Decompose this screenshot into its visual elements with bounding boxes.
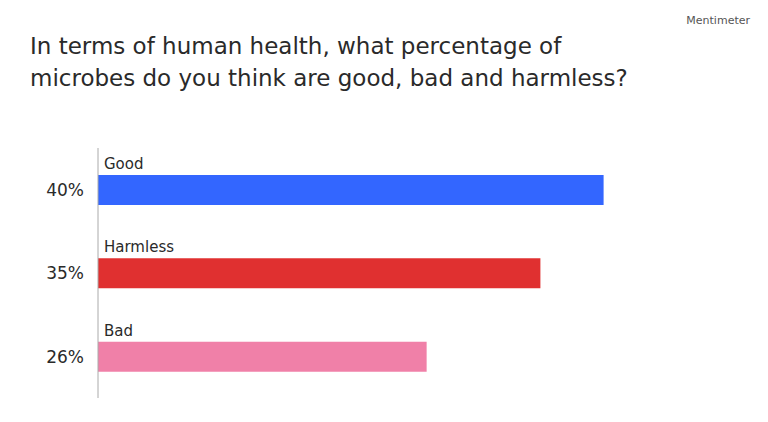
svg-text:40%: 40% <box>46 180 84 200</box>
svg-text:35%: 35% <box>46 263 84 283</box>
svg-text:Good: Good <box>104 155 144 173</box>
svg-text:26%: 26% <box>46 347 84 367</box>
html-text:In terms of human health, what: In terms of human health, what percentag… <box>30 33 628 91</box>
svg-text:Harmless: Harmless <box>104 238 174 256</box>
html-text:Mentimeter: Mentimeter <box>686 14 750 27</box>
svg-text:Bad: Bad <box>104 322 133 340</box>
